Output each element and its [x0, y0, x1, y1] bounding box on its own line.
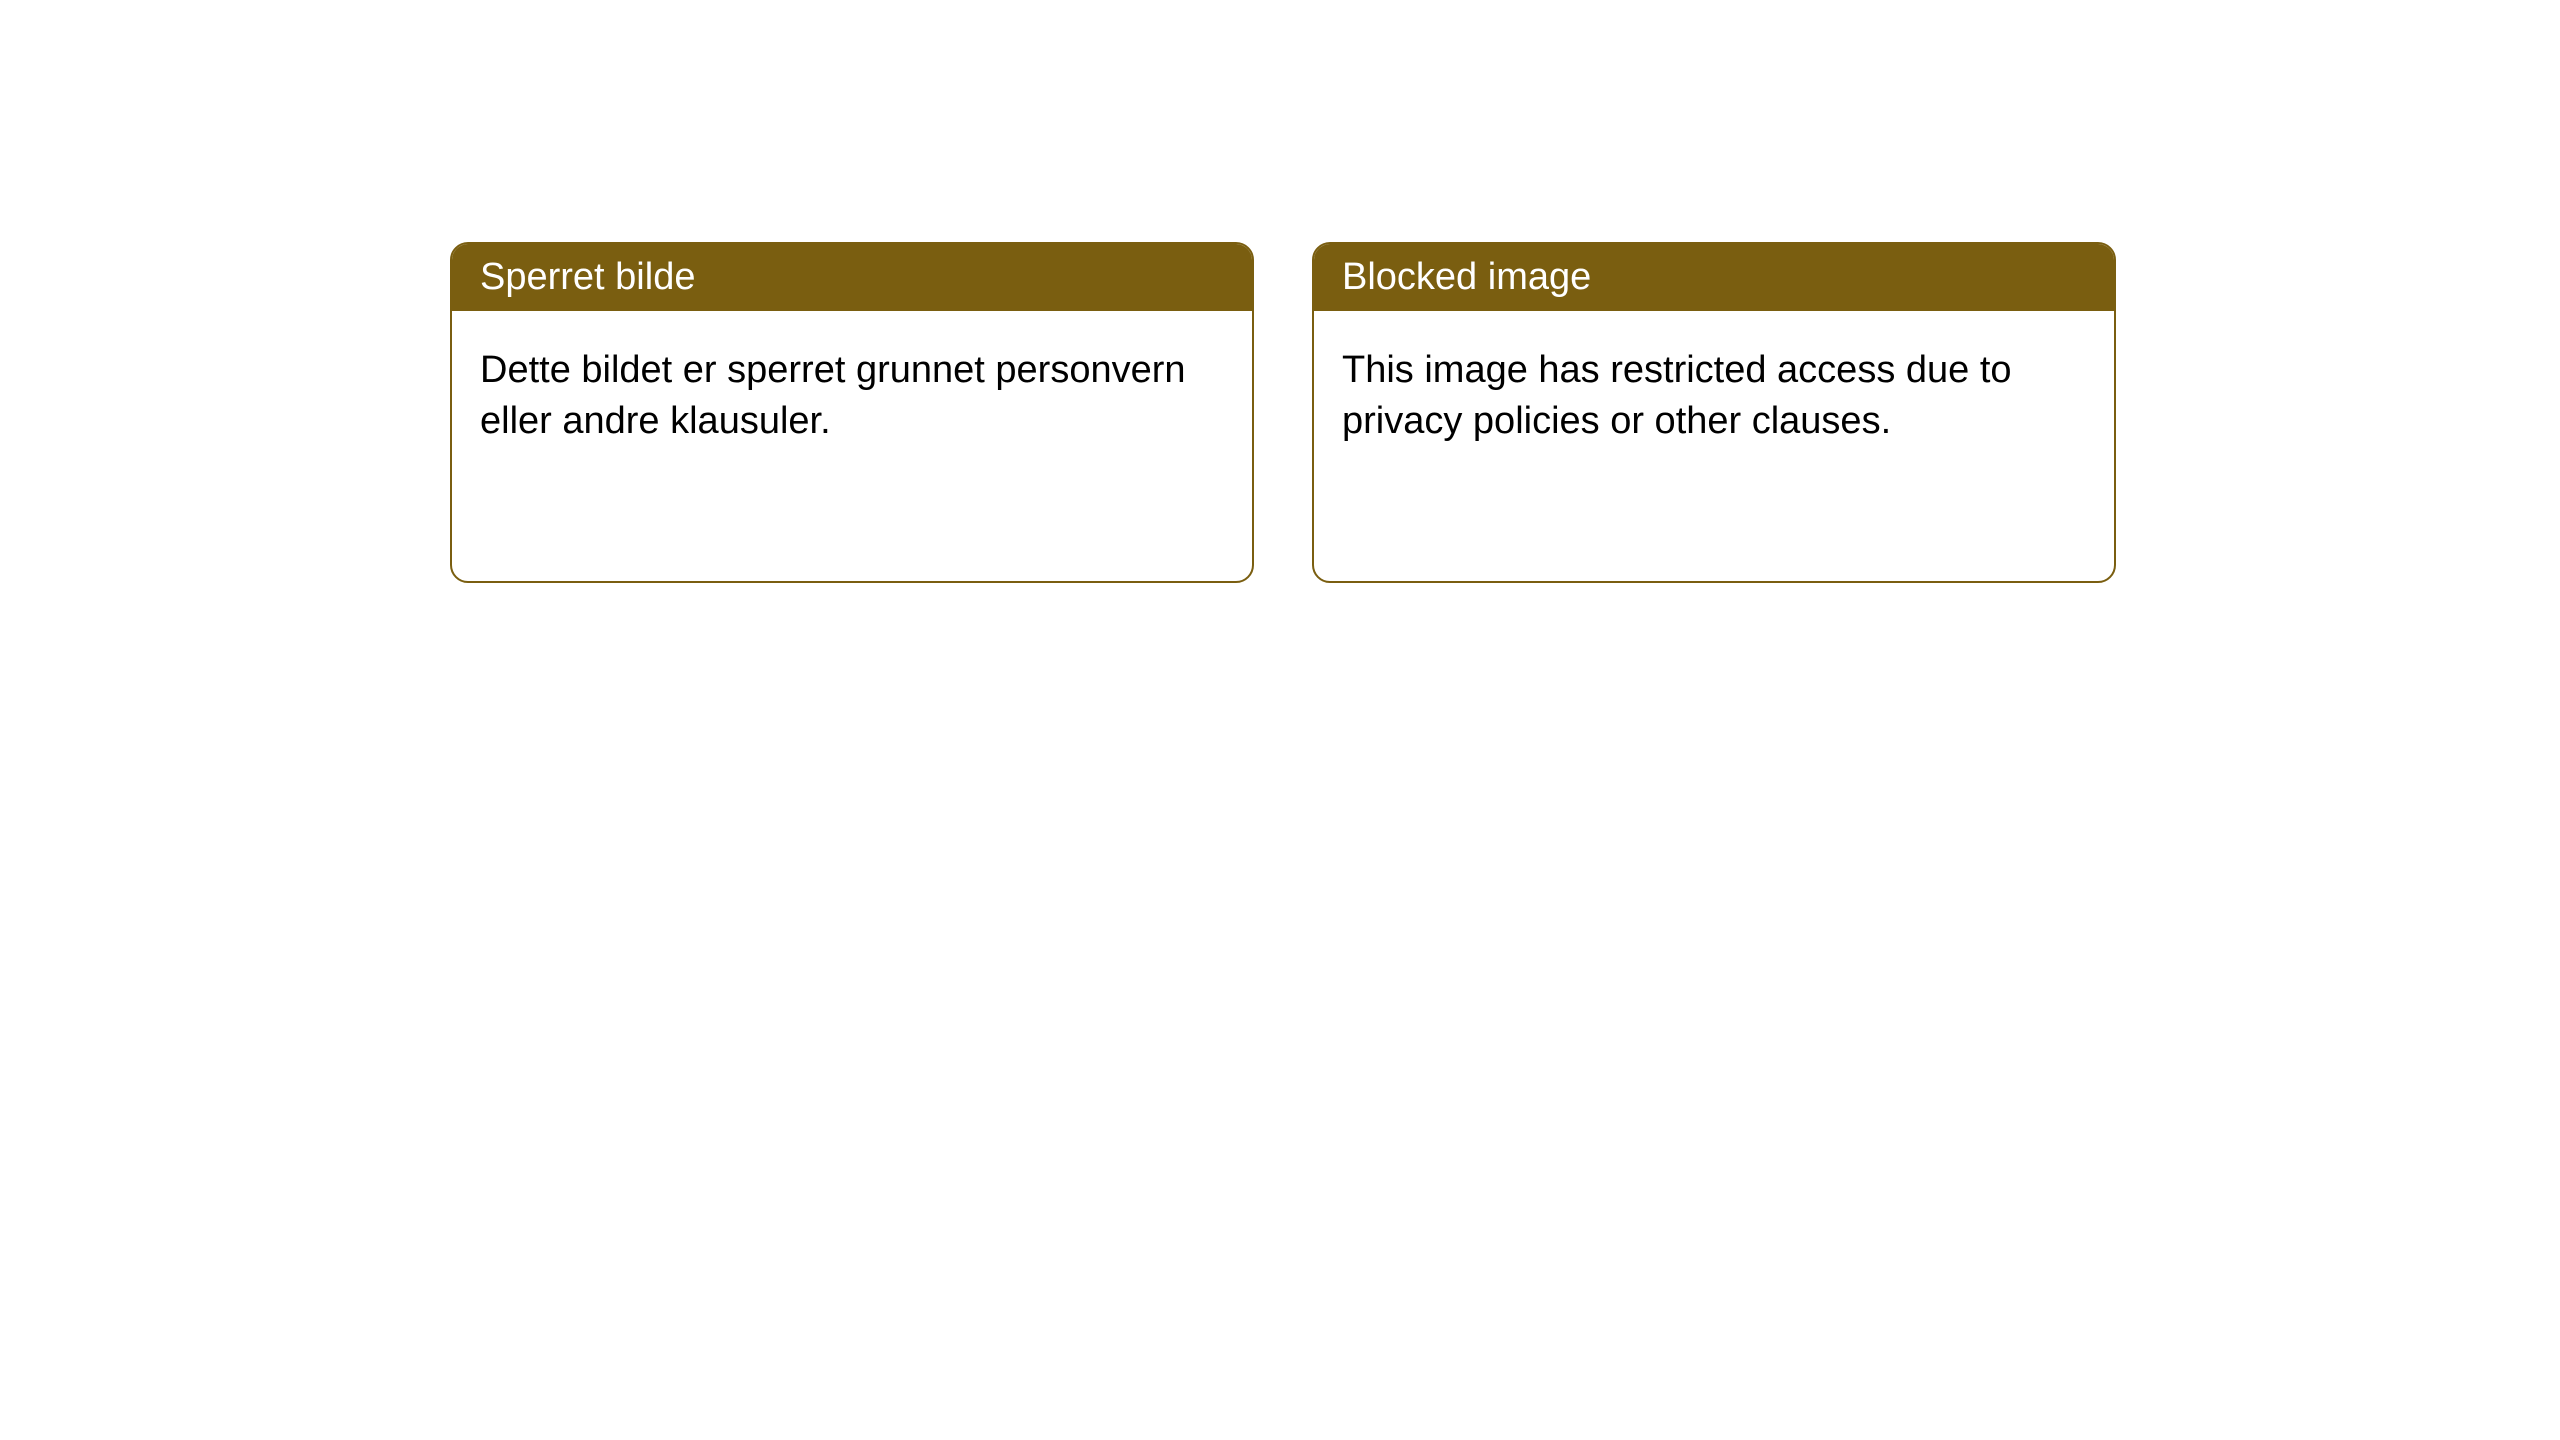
blocked-image-card-english: Blocked image This image has restricted …: [1312, 242, 2116, 583]
blocked-image-card-norwegian: Sperret bilde Dette bildet er sperret gr…: [450, 242, 1254, 583]
blocked-image-notice-container: Sperret bilde Dette bildet er sperret gr…: [450, 242, 2116, 583]
card-title: Blocked image: [1342, 256, 1591, 298]
card-header: Sperret bilde: [452, 244, 1252, 311]
card-message: This image has restricted access due to …: [1342, 349, 2012, 442]
card-body: Dette bildet er sperret grunnet personve…: [452, 311, 1252, 581]
card-body: This image has restricted access due to …: [1314, 311, 2114, 581]
card-message: Dette bildet er sperret grunnet personve…: [480, 349, 1186, 442]
card-header: Blocked image: [1314, 244, 2114, 311]
card-title: Sperret bilde: [480, 256, 695, 298]
